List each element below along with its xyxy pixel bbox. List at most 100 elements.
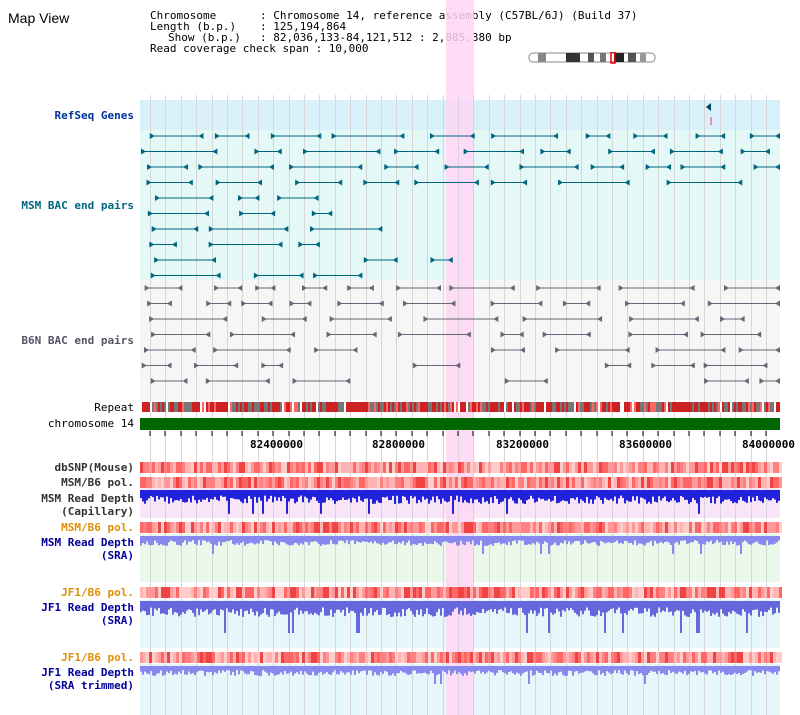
pair-end-marker [565, 148, 571, 155]
repeat-cell [314, 402, 316, 412]
depth-bar [654, 536, 656, 541]
heat-cell [626, 522, 629, 533]
repeat-cell [610, 402, 612, 412]
depth-bar [526, 536, 528, 545]
depth-bar [352, 601, 354, 611]
heat-cell [467, 462, 470, 473]
pair-end-marker [208, 226, 214, 232]
depth-bar [682, 490, 684, 498]
depth-bar [602, 490, 604, 504]
heat-cell [482, 652, 485, 663]
depth-bar [652, 536, 654, 546]
pair-end-marker [211, 257, 217, 263]
depth-bar [760, 601, 762, 612]
depth-bar [584, 601, 586, 611]
chromosome-ideogram[interactable] [528, 52, 658, 64]
repeat-cell [268, 402, 270, 412]
repeat-cell [326, 402, 328, 412]
refseq-label[interactable]: RefSeq Genes [54, 109, 134, 122]
pair-end-marker [689, 285, 695, 291]
heat-cell [377, 522, 380, 533]
jf1-trim-label[interactable]: JF1 Read Depth [41, 666, 134, 679]
heat-cell [341, 652, 344, 663]
depth-bar [662, 601, 664, 611]
repeat-cell [632, 402, 634, 412]
depth-bar [328, 601, 330, 616]
heat-cell [185, 522, 188, 533]
depth-bar [416, 536, 418, 545]
depth-bar [576, 601, 578, 615]
depth-bar [354, 536, 356, 545]
depth-bar [344, 490, 346, 500]
msm-read-depth-sra-label[interactable]: MSM Read Depth [41, 536, 134, 549]
depth-bar [606, 536, 608, 543]
pair-end-marker [775, 347, 780, 353]
msm-bac-label[interactable]: MSM BAC end pairs [21, 199, 134, 212]
heat-cell [449, 477, 452, 488]
depth-bar [244, 601, 246, 612]
repeat-cell [236, 402, 238, 412]
heat-cell [176, 652, 179, 663]
heat-cell [638, 652, 641, 663]
heat-cell [443, 462, 446, 473]
repeat-cell [582, 402, 584, 412]
heat-cell [650, 462, 653, 473]
depth-bar [332, 490, 334, 501]
depth-bar [696, 666, 698, 676]
depth-bar [332, 601, 334, 617]
repeat-cell [218, 402, 220, 412]
jf1-b6-pol-label-2[interactable]: JF1/B6 pol. [61, 651, 134, 664]
depth-bar [182, 536, 184, 543]
heat-cell [533, 587, 536, 598]
heat-cell [695, 652, 698, 663]
depth-bar [658, 601, 660, 608]
depth-bar [692, 601, 694, 610]
depth-bar [404, 601, 406, 617]
depth-bar [264, 536, 266, 541]
jf1-b6-pol-label-1[interactable]: JF1/B6 pol. [61, 586, 134, 599]
heat-cell [233, 652, 236, 663]
heat-cell [638, 477, 641, 488]
depth-bar [398, 601, 400, 613]
heat-cell [176, 587, 179, 598]
dbsnp-label[interactable]: dbSNP(Mouse) [54, 461, 134, 474]
depth-bar [422, 490, 424, 497]
heat-cell [644, 477, 647, 488]
pair-end-marker [285, 347, 291, 353]
heat-cell [152, 652, 155, 663]
depth-bar [552, 601, 554, 615]
depth-bar [278, 601, 280, 612]
heat-cell [323, 477, 326, 488]
depth-bar [696, 601, 698, 633]
heat-cell [731, 652, 734, 663]
heat-cell [743, 587, 746, 598]
depth-bar [532, 536, 534, 544]
depth-bar [414, 601, 416, 617]
depth-bar [734, 601, 736, 612]
depth-bar [606, 601, 608, 613]
depth-bar [180, 536, 182, 546]
heat-cell [410, 462, 413, 473]
msm-b6-pol-label-2[interactable]: MSM/B6 pol. [61, 521, 134, 534]
depth-bar [616, 666, 618, 674]
pair-end-marker [562, 300, 568, 307]
depth-bar [420, 490, 422, 503]
pair-end-marker [270, 210, 276, 217]
heat-cell [296, 477, 299, 488]
depth-bar [552, 536, 554, 545]
depth-bar [262, 536, 264, 545]
depth-bar [540, 536, 542, 554]
heat-cell [248, 652, 251, 663]
msm-read-depth-cap-label[interactable]: MSM Read Depth [41, 492, 134, 505]
depth-bar [228, 601, 230, 613]
depth-bar [402, 601, 404, 610]
msm-b6-pol-label-1[interactable]: MSM/B6 pol. [61, 476, 134, 489]
pair-end-marker [739, 316, 745, 322]
b6n-bac-label[interactable]: B6N BAC end pairs [21, 334, 134, 347]
heat-cell [209, 462, 212, 473]
heat-cell [410, 477, 413, 488]
jf1-read-depth-label[interactable]: JF1 Read Depth [41, 601, 134, 614]
heat-cell [248, 587, 251, 598]
repeat-cell [192, 402, 194, 412]
